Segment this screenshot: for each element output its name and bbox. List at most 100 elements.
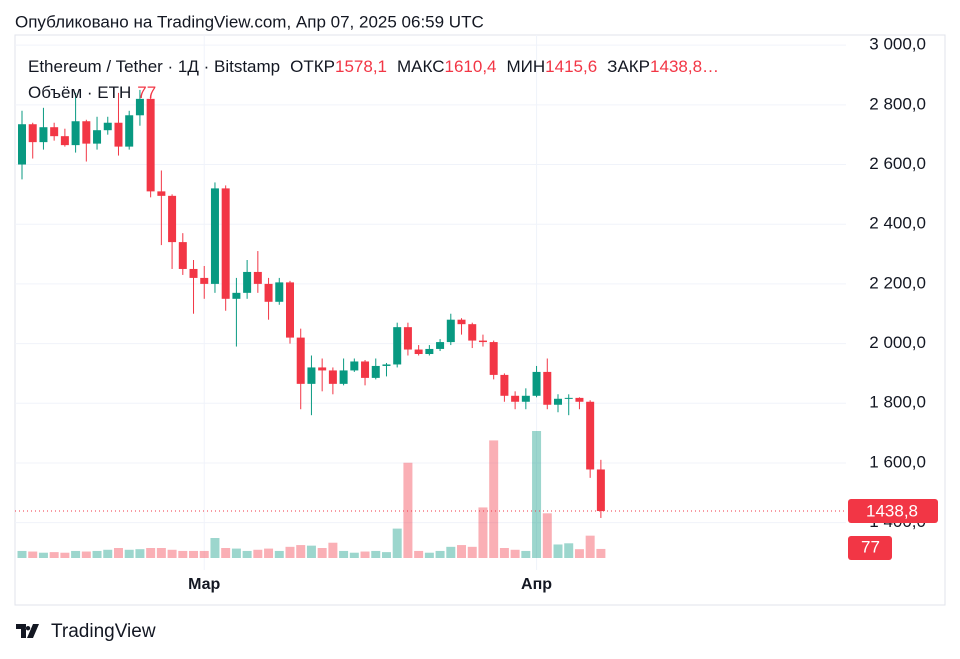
volume-bar (489, 440, 499, 558)
y-tick-label: 1 600,0 (869, 452, 926, 471)
legend: Ethereum / Tether · 1Д · Bitstamp ОТКР157… (28, 57, 719, 76)
volume-bar (210, 538, 220, 558)
volume-bar (156, 548, 166, 558)
volume-bar (178, 550, 188, 558)
candle-body (210, 188, 219, 284)
volume-bar (349, 552, 359, 558)
volume-bar (499, 548, 509, 558)
candle-body (371, 365, 380, 378)
volume-bar (167, 549, 177, 558)
published-note: Опубликовано на TradingView.com, Апр 07,… (15, 12, 484, 31)
candle-body (532, 371, 541, 396)
candle-body (500, 374, 509, 396)
volume-bar (17, 550, 27, 558)
volume-bar (381, 552, 391, 558)
legend-value: 1578,1 (335, 57, 387, 76)
volume-bar (60, 552, 70, 558)
candle-body (393, 327, 402, 365)
candle-body (243, 271, 252, 293)
volume-bar (28, 551, 38, 558)
candle-body (232, 292, 241, 299)
candle-body (489, 342, 498, 375)
candle-body (511, 395, 520, 402)
volume-bar (457, 545, 467, 558)
candle-body (286, 282, 294, 338)
volume-bar (124, 549, 134, 558)
legend-label: ОТКР (290, 57, 335, 76)
candle-body (264, 283, 273, 302)
legend-value: 1610,4 (445, 57, 497, 76)
volume-bar (38, 552, 48, 558)
volume-bar (71, 550, 81, 558)
volume-bar (585, 535, 595, 558)
chart-frame (14, 34, 946, 606)
brand: TradingView (51, 621, 156, 642)
volume-bar (199, 550, 209, 558)
candle-body (71, 121, 80, 146)
volume-bar (360, 551, 370, 558)
y-tick-label: 2 600,0 (869, 154, 926, 173)
y-tick-label: 2 000,0 (869, 333, 926, 352)
candle-body (28, 124, 37, 143)
volume-bar (81, 551, 91, 558)
candle-body (425, 348, 434, 355)
volume-bar (371, 550, 381, 558)
volume-bar (253, 549, 263, 558)
candle-body (275, 282, 284, 302)
legend-label: ЗАКР (607, 57, 650, 76)
candle-body (253, 271, 262, 284)
volume-bar (242, 550, 252, 558)
candle-body (564, 397, 573, 399)
volume-bar (510, 549, 520, 558)
volume-bar (231, 548, 241, 558)
volume-bar (596, 548, 606, 558)
volume-bar (553, 544, 563, 558)
candle-body (189, 268, 198, 278)
volume-bar (328, 542, 338, 558)
volume-bar (189, 550, 199, 558)
volume-bar (532, 431, 542, 558)
volume-bar (424, 552, 434, 558)
candle-body (114, 122, 123, 147)
candle-body (478, 340, 487, 343)
legend-label: МАКС (397, 57, 445, 76)
y-tick-label: 3 000,0 (869, 35, 926, 54)
candle-body (575, 397, 584, 402)
candle-body (135, 98, 144, 116)
tv-logo (16, 624, 39, 638)
candle-body (339, 370, 348, 384)
symbol: Ethereum / Tether · 1Д · Bitstamp (28, 57, 280, 76)
candle-body (414, 349, 423, 355)
candle-body (382, 364, 391, 366)
volume-bar (264, 548, 274, 558)
candle-body (543, 371, 552, 405)
candle-body (146, 98, 155, 192)
volume-badge (848, 536, 892, 560)
volume-bar (564, 543, 574, 558)
candle-body (18, 124, 26, 165)
candle-body (318, 367, 327, 371)
candle-body (82, 121, 91, 144)
volume-bar (103, 549, 113, 558)
candle-body (468, 324, 477, 341)
volume-bar (521, 550, 531, 558)
x-tick-label: Апр (521, 576, 552, 593)
volume-bar (574, 549, 584, 558)
volume-bar (285, 546, 295, 558)
candle-body (50, 127, 59, 137)
candle-body (93, 130, 102, 144)
volume-bar (467, 546, 477, 558)
volume-legend: Объём · ETH 77 (28, 83, 156, 102)
x-tick-label: Мар (188, 576, 220, 593)
volume-bar (146, 548, 156, 558)
candle-body (403, 327, 412, 350)
candle-body (296, 337, 305, 384)
candle-body (436, 342, 445, 349)
volume-bar (478, 507, 488, 558)
candle-body (328, 370, 337, 384)
volume-bar (446, 546, 456, 558)
volume-bar (392, 528, 402, 558)
candle-body (157, 191, 166, 196)
y-tick-label: 2 200,0 (869, 273, 926, 292)
